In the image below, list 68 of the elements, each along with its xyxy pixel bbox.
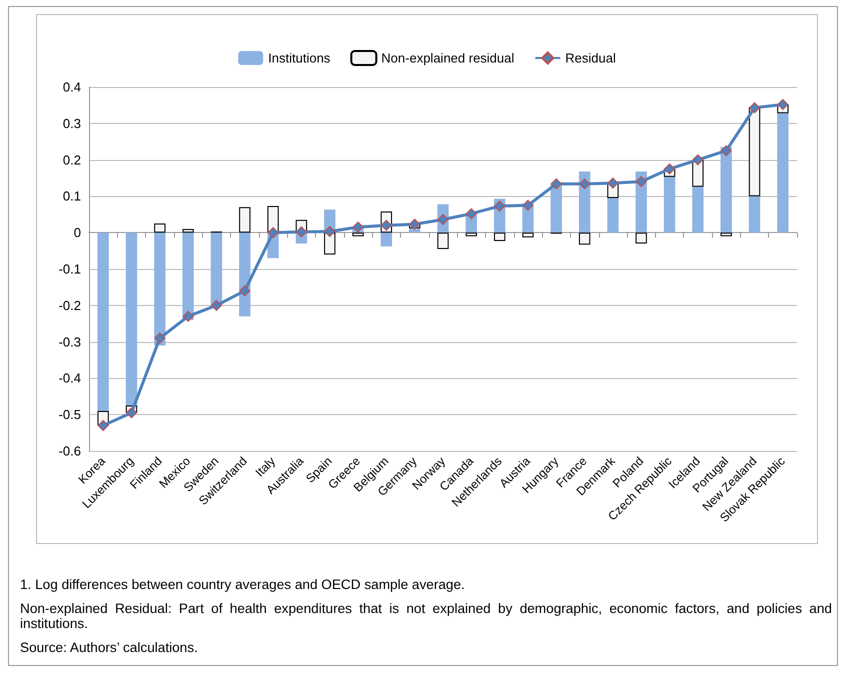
y-tick-label: 0.4 — [62, 80, 81, 94]
point — [522, 200, 534, 211]
source-note: Source: Authors’ calculations. — [20, 640, 199, 655]
point — [154, 332, 166, 344]
point — [126, 407, 137, 418]
bar — [437, 232, 449, 249]
point — [777, 98, 788, 110]
y-tick-label: -0.6 — [58, 444, 81, 458]
bar — [636, 232, 647, 244]
bar — [409, 228, 420, 233]
bar — [182, 232, 194, 320]
bar — [154, 224, 166, 233]
bar — [352, 232, 364, 236]
point — [182, 310, 194, 322]
point — [692, 154, 704, 166]
bar — [97, 232, 109, 411]
point — [749, 102, 760, 114]
point — [268, 227, 279, 238]
bar — [154, 232, 166, 346]
bar — [522, 232, 534, 238]
point — [98, 420, 109, 432]
y-tick-label: 0 — [74, 225, 81, 240]
point — [210, 300, 222, 311]
bar — [550, 183, 562, 233]
bar — [380, 232, 392, 246]
legend-label: Residual — [565, 50, 616, 66]
bar — [494, 232, 506, 241]
y-tick-label: -0.5 — [58, 407, 81, 422]
bar — [578, 232, 590, 245]
point — [409, 218, 420, 230]
bar — [720, 232, 732, 236]
y-tick-label: -0.2 — [58, 298, 81, 313]
y-tick-label: -0.4 — [58, 370, 81, 386]
bar — [210, 232, 222, 306]
y-tick-label: -0.1 — [58, 262, 81, 276]
y-tick-label: 0.3 — [62, 116, 81, 131]
point — [239, 285, 250, 296]
bar — [126, 232, 138, 406]
point — [607, 178, 618, 189]
bar — [777, 113, 789, 233]
bar — [182, 228, 194, 233]
point — [579, 178, 590, 190]
bar — [466, 232, 477, 236]
point — [352, 222, 364, 233]
bar — [239, 207, 250, 233]
text: Non-explained Residual: Part of health expenditures that is not explained by demographic, economic factors, and policies and institutions. — [20, 601, 832, 631]
point — [664, 163, 676, 174]
point — [494, 200, 506, 212]
y-tick-label: 0.1 — [62, 188, 81, 204]
point — [550, 178, 562, 190]
y-tick-label: -0.3 — [58, 334, 81, 350]
bar — [692, 186, 704, 233]
text: 1. Log differences between country averages and OECD sample average. — [20, 577, 466, 592]
bar — [748, 196, 760, 233]
y-tick-label: 0.2 — [62, 152, 81, 168]
bar — [748, 107, 760, 196]
bar — [578, 171, 590, 233]
point — [466, 208, 477, 220]
point — [324, 226, 336, 238]
point — [720, 145, 732, 156]
legend-label: Institutions — [268, 50, 331, 66]
bar — [607, 198, 619, 233]
point — [636, 176, 647, 188]
bar — [324, 232, 336, 254]
bar — [664, 176, 676, 233]
point — [296, 226, 307, 238]
legend-label: Non-explained residual — [381, 50, 514, 66]
bar — [720, 147, 732, 233]
